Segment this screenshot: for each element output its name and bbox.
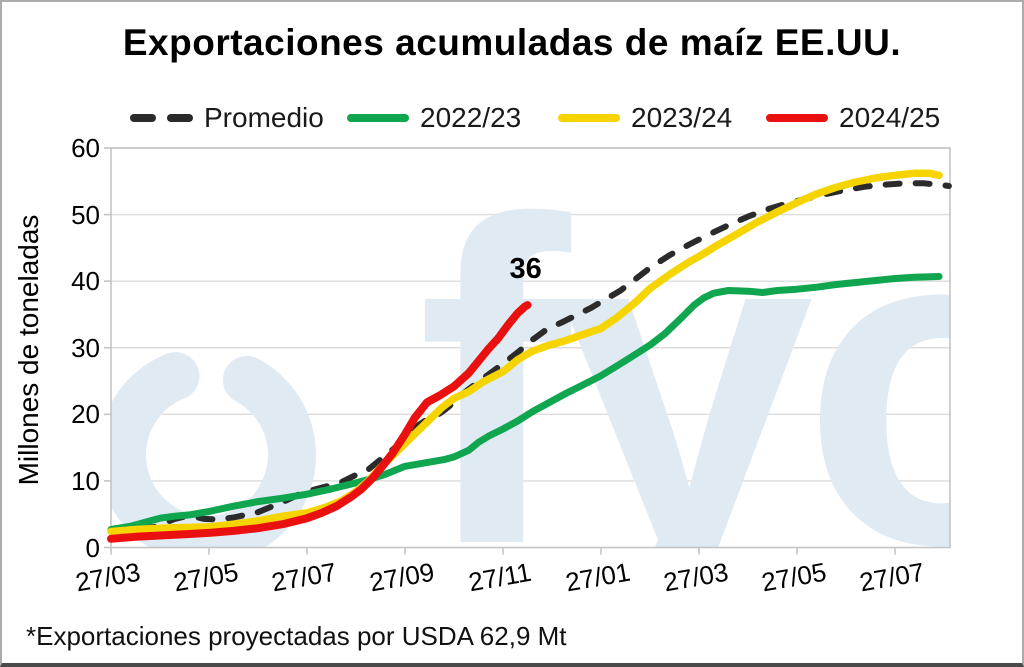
chart-title: Exportaciones acumuladas de maíz EE.UU. [122, 22, 902, 63]
footnote: *Exportaciones proyectadas por USDA 62,9… [26, 621, 567, 651]
series-line-2023-24 [107, 169, 943, 536]
watermark-text: fyo [417, 127, 1024, 643]
legend-label: Promedio [204, 102, 324, 133]
data-point-label-36: 36 [509, 253, 542, 286]
legend-item-promedio: Promedio [130, 101, 324, 135]
legend-item-2024-25: 2024/25 [766, 101, 940, 135]
series-line-2022-23 [107, 273, 943, 533]
legend-item-2022-23: 2022/23 [347, 101, 521, 135]
solid-line-swatch-icon [558, 114, 620, 122]
legend-item-2023-24: 2023/24 [558, 101, 732, 135]
legend-label: 2023/24 [631, 102, 733, 133]
y-tick-label-30: 30 [71, 332, 100, 363]
y-tick-label-10: 10 [71, 465, 100, 496]
y-tick-label-20: 20 [71, 399, 100, 430]
legend-label: 2022/23 [420, 102, 522, 133]
y-tick-label-50: 50 [71, 199, 100, 230]
y-tick-label-60: 60 [71, 133, 100, 163]
solid-line-swatch-icon [347, 114, 409, 122]
legend-label: 2024/25 [839, 102, 941, 133]
y-tick-label-40: 40 [71, 266, 100, 297]
series-line-2024-25 [107, 301, 532, 543]
y-tick-label-0: 0 [85, 532, 100, 563]
solid-line-swatch-icon [766, 114, 828, 122]
dashed-line-swatch-icon [130, 114, 193, 122]
